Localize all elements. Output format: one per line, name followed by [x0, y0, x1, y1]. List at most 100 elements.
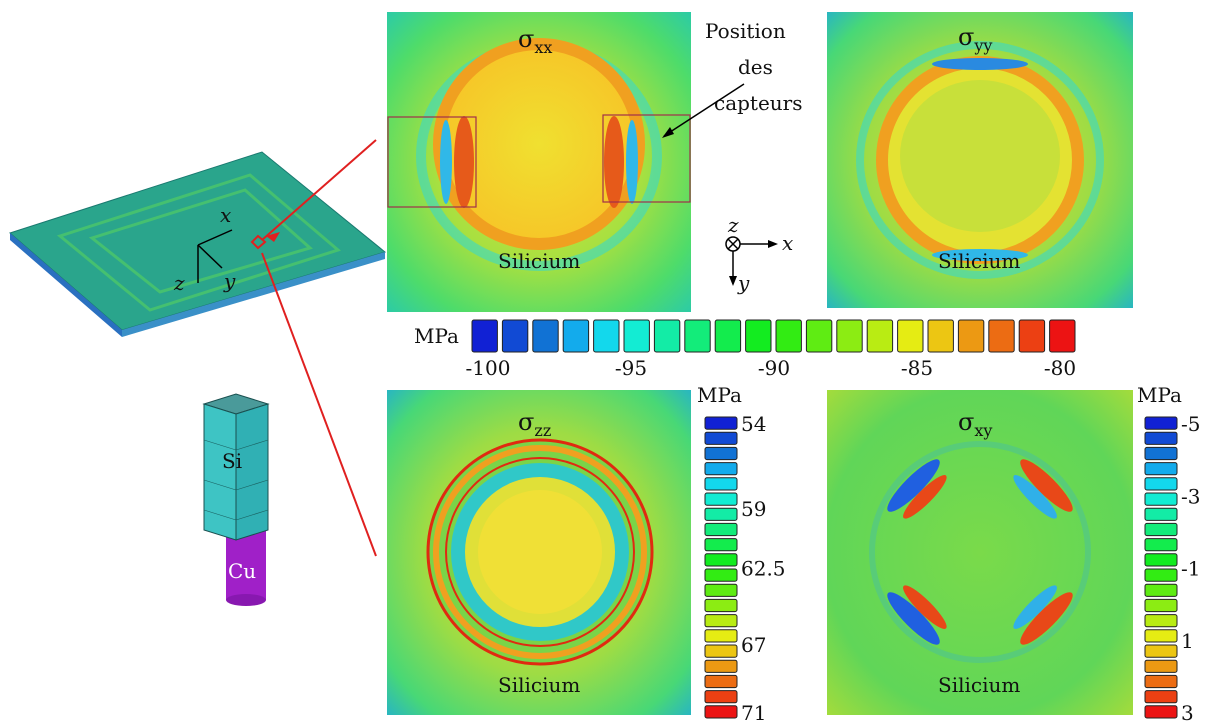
swatch — [1144, 568, 1178, 582]
swatch — [988, 319, 1015, 353]
swatch — [1144, 705, 1178, 719]
swatch — [1144, 614, 1178, 628]
swatch — [1144, 446, 1178, 461]
swatch — [704, 598, 738, 613]
map-syy — [827, 12, 1133, 308]
colorbar-tick: 67 — [741, 633, 766, 657]
map-szz — [387, 390, 691, 715]
map-sxx — [387, 12, 691, 312]
swatch — [1144, 583, 1178, 597]
swatch — [714, 319, 742, 353]
colorbar-tick: 1 — [1181, 629, 1194, 653]
arrowhead — [729, 276, 737, 286]
map-sxy — [827, 390, 1133, 715]
swatch — [593, 319, 620, 353]
swatch — [836, 319, 863, 353]
swatch — [1144, 492, 1178, 506]
swatch — [1144, 431, 1178, 445]
colorbar-tick: -80 — [1044, 356, 1076, 380]
swatch — [704, 614, 738, 628]
swatch — [1144, 522, 1178, 537]
panel-title: σyy — [958, 23, 992, 55]
swatch — [704, 674, 738, 689]
colorbar-tick: -5 — [1181, 412, 1200, 436]
board: x z y — [9, 151, 387, 337]
panel-label: Silicium — [938, 249, 1020, 273]
swatch — [1144, 644, 1178, 658]
pointer — [261, 139, 377, 241]
colorbar-unit: MPa — [1137, 383, 1182, 407]
swatch — [1144, 674, 1178, 689]
swatch — [866, 319, 894, 353]
swatch — [1144, 690, 1178, 704]
swatch — [704, 446, 738, 461]
colorbar-tick: -3 — [1181, 484, 1200, 508]
colorbar-tick: -90 — [758, 356, 790, 380]
panel-title: σxx — [518, 25, 552, 57]
annotation: des — [738, 55, 773, 79]
swatch — [1144, 507, 1178, 521]
swatch — [653, 319, 681, 353]
swatch — [704, 416, 738, 430]
swatch — [704, 462, 738, 476]
panel-title: σzz — [518, 408, 551, 440]
colorbar-tick: 3 — [1181, 701, 1194, 724]
swatch — [1144, 538, 1178, 552]
colorbar-tick: 54 — [741, 412, 766, 436]
swatch — [1144, 659, 1178, 673]
swatch — [501, 319, 529, 353]
swatch — [1144, 416, 1178, 430]
swatch — [704, 522, 738, 537]
panel-label: Silicium — [498, 249, 580, 273]
panel-title: σxy — [958, 408, 992, 440]
swatch — [562, 319, 590, 353]
colorbar-unit: MPa — [697, 383, 742, 407]
swatch — [1144, 629, 1178, 643]
swatch — [704, 507, 738, 521]
swatch — [1144, 462, 1178, 476]
swatch — [623, 319, 650, 353]
axis-label: y — [223, 269, 236, 293]
swatch — [704, 644, 738, 658]
swatch — [471, 319, 498, 353]
swatch — [704, 477, 738, 491]
swatch — [1144, 598, 1178, 613]
colorbar-tick: -85 — [901, 356, 933, 380]
annotation: capteurs — [714, 91, 803, 115]
swatch — [1049, 319, 1076, 353]
arrowhead — [266, 232, 280, 242]
colorbar-tick: 59 — [741, 497, 766, 521]
swatch — [927, 319, 954, 353]
swatch — [775, 319, 802, 353]
swatch — [704, 659, 738, 673]
die: Si Cu — [202, 393, 270, 606]
colorbar-tick: 62.5 — [741, 557, 786, 581]
panel-label: Silicium — [938, 673, 1020, 697]
pointer — [261, 252, 377, 557]
colorbar-tick: 71 — [741, 701, 766, 724]
swatch — [1018, 319, 1046, 353]
swatch — [1144, 553, 1178, 567]
colorbar-tick: -100 — [466, 356, 511, 380]
swatch — [704, 705, 738, 719]
colorbar-unit: MPa — [414, 324, 459, 348]
die-label: Si — [222, 449, 242, 473]
panel-label: Silicium — [498, 673, 580, 697]
swatch — [704, 629, 738, 643]
axis-label: x — [782, 231, 793, 255]
axis-label: x — [220, 203, 231, 227]
colorbar-tick: -95 — [615, 356, 647, 380]
axis-label: z — [173, 271, 185, 295]
swatch — [805, 319, 833, 353]
swatch — [957, 319, 985, 353]
swatch — [704, 431, 738, 445]
swatch — [897, 319, 924, 353]
arrowhead — [662, 127, 674, 138]
annotation: Position — [705, 19, 786, 43]
pointer — [663, 83, 745, 137]
swatch — [684, 319, 711, 353]
swatch — [704, 553, 738, 567]
die-label: Cu — [228, 559, 256, 583]
swatch — [704, 538, 738, 552]
